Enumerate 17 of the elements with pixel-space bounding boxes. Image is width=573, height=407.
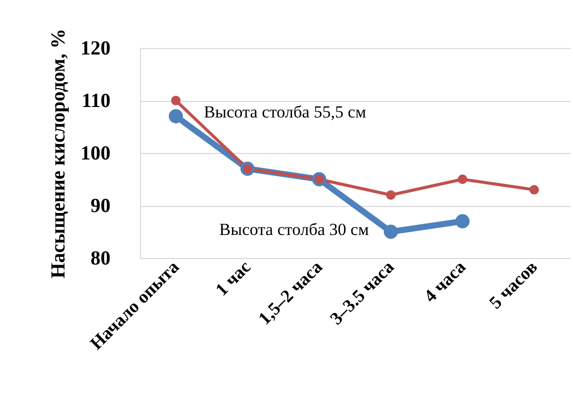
- y-tick-label: 80: [90, 248, 110, 270]
- point: [458, 174, 468, 184]
- series-label: Высота столба 55,5 см: [204, 102, 366, 122]
- point: [168, 109, 183, 124]
- point: [529, 185, 539, 194]
- x-tick-label: 1 час: [211, 256, 254, 300]
- y-tick-label: 110: [82, 90, 110, 112]
- series-label: Высота столба 30 см: [219, 220, 370, 239]
- y-tick-label: 90: [90, 195, 110, 217]
- point: [384, 224, 398, 239]
- y-axis-title: Насыщение кислородом, %: [48, 28, 70, 278]
- y-tick-label: 120: [80, 38, 110, 60]
- point: [455, 214, 470, 228]
- y-tick-label: 100: [80, 142, 110, 164]
- point: [171, 96, 181, 106]
- point: [386, 190, 396, 200]
- x-tick-label: 4 часа: [420, 256, 470, 306]
